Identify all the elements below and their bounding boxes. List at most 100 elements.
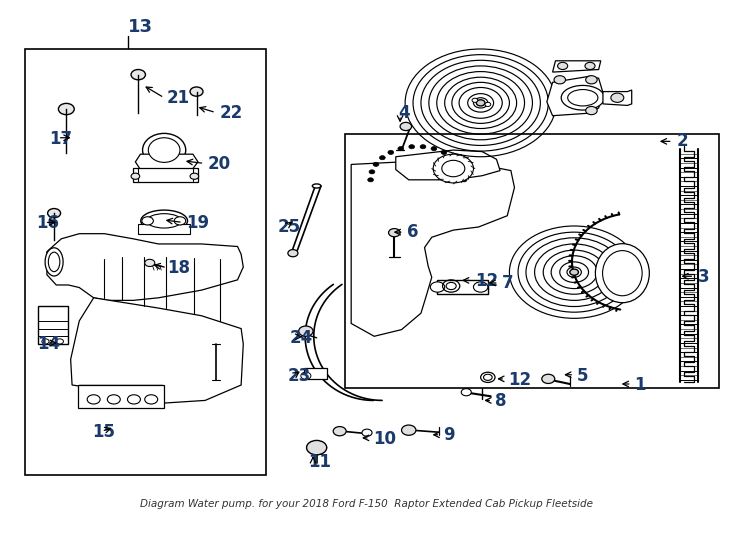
Text: 22: 22	[219, 104, 243, 122]
Circle shape	[585, 62, 595, 70]
Bar	[37, 306, 68, 344]
Circle shape	[473, 282, 488, 292]
Text: 4: 4	[399, 104, 410, 122]
Circle shape	[190, 87, 203, 96]
Text: 5: 5	[577, 367, 589, 385]
Circle shape	[586, 76, 597, 84]
Text: 3: 3	[698, 268, 710, 286]
Circle shape	[398, 146, 404, 151]
Circle shape	[57, 339, 63, 344]
Polygon shape	[47, 234, 243, 300]
Circle shape	[174, 217, 186, 225]
Circle shape	[586, 106, 597, 114]
Text: 7: 7	[501, 274, 513, 293]
Bar	[25, 49, 266, 475]
Circle shape	[333, 427, 346, 436]
Circle shape	[379, 156, 385, 160]
Circle shape	[59, 103, 74, 114]
Bar	[437, 280, 488, 294]
Circle shape	[476, 100, 485, 106]
Text: 11: 11	[308, 453, 331, 471]
Circle shape	[288, 249, 298, 256]
Circle shape	[307, 441, 327, 455]
Bar	[138, 225, 190, 234]
Text: 17: 17	[49, 130, 72, 148]
Circle shape	[558, 62, 567, 70]
Circle shape	[362, 429, 372, 436]
Ellipse shape	[48, 252, 60, 272]
Circle shape	[388, 228, 400, 237]
Circle shape	[145, 259, 155, 267]
Polygon shape	[396, 150, 500, 180]
Circle shape	[485, 103, 491, 106]
Text: 25: 25	[277, 218, 301, 236]
Circle shape	[299, 326, 313, 336]
Text: 9: 9	[443, 426, 455, 444]
Circle shape	[554, 76, 565, 84]
Circle shape	[570, 269, 578, 275]
Ellipse shape	[148, 138, 180, 163]
Ellipse shape	[595, 244, 650, 303]
Circle shape	[131, 70, 145, 80]
Polygon shape	[70, 298, 243, 403]
Bar	[346, 133, 719, 388]
Circle shape	[449, 156, 455, 160]
Text: 14: 14	[37, 335, 61, 353]
Text: 1: 1	[635, 376, 646, 394]
Bar	[304, 368, 327, 379]
Circle shape	[461, 389, 471, 396]
Ellipse shape	[313, 184, 321, 188]
Circle shape	[369, 170, 375, 174]
Text: 6: 6	[407, 223, 418, 241]
Circle shape	[484, 374, 493, 380]
Ellipse shape	[567, 90, 598, 106]
Polygon shape	[78, 385, 164, 408]
Circle shape	[301, 372, 311, 380]
Text: 13: 13	[128, 18, 153, 36]
Circle shape	[107, 395, 120, 404]
Polygon shape	[351, 159, 515, 336]
Polygon shape	[553, 61, 600, 72]
Circle shape	[431, 146, 437, 151]
Text: 16: 16	[36, 214, 59, 232]
Text: 18: 18	[167, 259, 190, 277]
Circle shape	[542, 374, 555, 383]
Text: 21: 21	[167, 89, 190, 107]
Text: Diagram Water pump. for your 2018 Ford F-150  Raptor Extended Cab Pickup Fleetsi: Diagram Water pump. for your 2018 Ford F…	[140, 499, 594, 509]
Circle shape	[611, 93, 624, 103]
Text: 23: 23	[288, 367, 311, 385]
Circle shape	[420, 145, 426, 149]
Circle shape	[400, 123, 412, 131]
Polygon shape	[135, 154, 198, 170]
Circle shape	[42, 339, 49, 344]
Text: 20: 20	[207, 156, 230, 173]
Ellipse shape	[45, 248, 63, 276]
Circle shape	[87, 395, 100, 404]
Circle shape	[190, 173, 199, 179]
Text: 12: 12	[475, 272, 498, 291]
Ellipse shape	[147, 214, 181, 228]
Circle shape	[472, 98, 478, 103]
Circle shape	[142, 217, 153, 225]
Circle shape	[401, 425, 416, 435]
Polygon shape	[603, 90, 632, 105]
Circle shape	[446, 282, 457, 289]
Circle shape	[373, 163, 379, 166]
Text: 10: 10	[373, 430, 396, 448]
Text: 8: 8	[495, 393, 506, 410]
Bar	[133, 168, 198, 183]
Circle shape	[456, 163, 462, 166]
Polygon shape	[547, 76, 603, 116]
Ellipse shape	[141, 210, 187, 232]
Ellipse shape	[142, 133, 186, 167]
Bar	[79, 385, 162, 407]
Circle shape	[145, 395, 158, 404]
Circle shape	[442, 160, 465, 177]
Circle shape	[409, 145, 415, 149]
Text: 24: 24	[289, 329, 313, 347]
Circle shape	[388, 150, 393, 154]
Circle shape	[441, 150, 447, 154]
Circle shape	[460, 170, 465, 174]
Text: 12: 12	[508, 371, 531, 389]
Text: 2: 2	[676, 132, 688, 150]
